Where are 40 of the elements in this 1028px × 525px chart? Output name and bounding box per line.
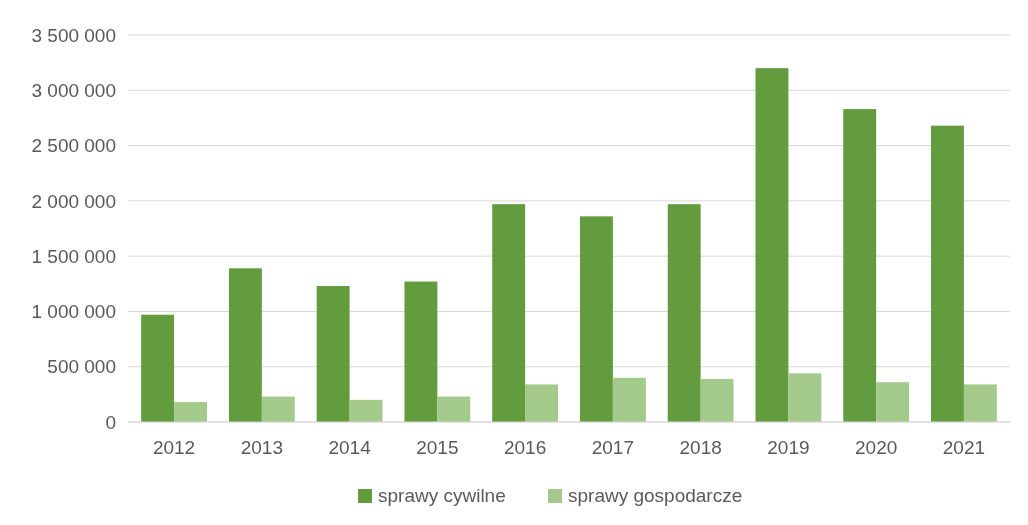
bar: [700, 378, 734, 422]
x-tick-label: 2019: [767, 437, 810, 458]
y-tick-label: 1 500 000: [31, 245, 116, 267]
legend-label: sprawy cywilne: [378, 485, 506, 506]
y-tick-label: 3 500 000: [31, 24, 116, 46]
bar: [931, 125, 964, 422]
x-tick-label: 2012: [152, 437, 196, 458]
bar: [174, 402, 207, 422]
bar: [437, 396, 471, 422]
bar: [316, 286, 350, 422]
y-tick-label: 3 000 000: [31, 79, 116, 101]
x-tick-label: 2017: [591, 437, 635, 458]
x-tick-label: 2015: [416, 437, 459, 458]
x-tick-label: 2021: [942, 437, 986, 458]
bar: [228, 268, 262, 422]
y-tick-label: 2 500 000: [31, 135, 116, 157]
bar: [492, 204, 526, 422]
bar: [141, 314, 175, 422]
y-tick-label: 2 000 000: [31, 190, 116, 212]
bar: [612, 377, 646, 422]
bar: [843, 109, 877, 422]
bar: [876, 382, 910, 422]
x-tick-label: 2018: [679, 437, 722, 458]
bar: [667, 204, 701, 422]
x-tick-label: 2013: [240, 437, 283, 458]
bar: [963, 384, 997, 422]
x-tick-label: 2020: [855, 437, 898, 458]
bar: [788, 373, 822, 422]
legend-label: sprawy gospodarcze: [568, 485, 743, 506]
bar: [349, 399, 383, 422]
x-tick-label: 2016: [503, 437, 547, 458]
y-tick-label: 0: [105, 411, 116, 433]
bar: [404, 281, 438, 422]
y-tick-label: 1 000 000: [31, 301, 116, 323]
x-tick-label: 2014: [328, 437, 372, 458]
y-tick-label: 500 000: [47, 356, 116, 378]
bar: [755, 68, 789, 422]
bar: [579, 216, 613, 422]
bar: [525, 384, 559, 422]
bar: [261, 396, 295, 422]
